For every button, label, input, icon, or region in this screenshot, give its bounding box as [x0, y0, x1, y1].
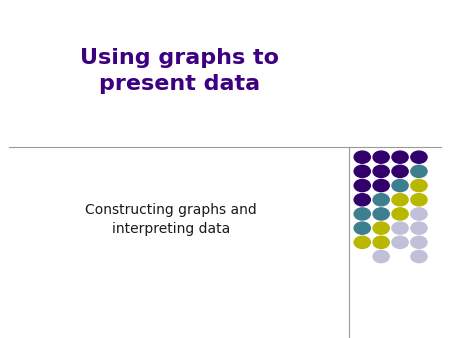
Circle shape — [392, 236, 408, 248]
Circle shape — [354, 165, 370, 177]
Circle shape — [373, 208, 389, 220]
Circle shape — [373, 236, 389, 248]
Circle shape — [411, 151, 427, 163]
Circle shape — [373, 165, 389, 177]
Circle shape — [354, 151, 370, 163]
Circle shape — [411, 250, 427, 263]
Text: Using graphs to
present data: Using graphs to present data — [81, 48, 279, 94]
Text: Constructing graphs and
interpreting data: Constructing graphs and interpreting dat… — [85, 203, 257, 237]
Circle shape — [392, 222, 408, 234]
Circle shape — [411, 194, 427, 206]
Circle shape — [373, 151, 389, 163]
Circle shape — [392, 151, 408, 163]
Circle shape — [373, 179, 389, 192]
Circle shape — [392, 208, 408, 220]
Circle shape — [411, 165, 427, 177]
Circle shape — [411, 222, 427, 234]
Circle shape — [354, 179, 370, 192]
Circle shape — [354, 208, 370, 220]
Circle shape — [373, 222, 389, 234]
Circle shape — [354, 236, 370, 248]
Circle shape — [373, 250, 389, 263]
Circle shape — [354, 194, 370, 206]
Circle shape — [392, 165, 408, 177]
Circle shape — [392, 194, 408, 206]
Circle shape — [411, 179, 427, 192]
Circle shape — [392, 179, 408, 192]
Circle shape — [373, 194, 389, 206]
Circle shape — [411, 208, 427, 220]
Circle shape — [354, 222, 370, 234]
Circle shape — [411, 236, 427, 248]
